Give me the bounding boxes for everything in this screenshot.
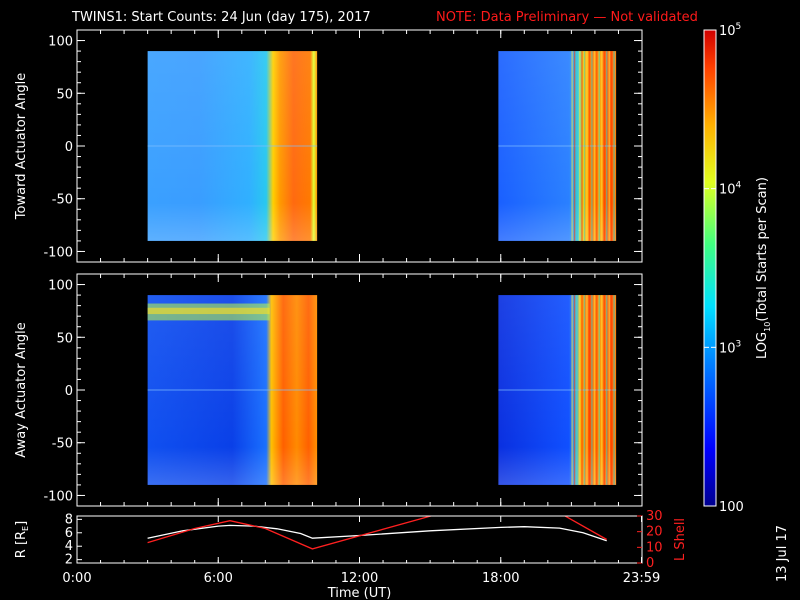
zero-angle-stripe: [147, 145, 318, 147]
streak: [583, 51, 586, 241]
streak: [596, 295, 598, 485]
streak: [593, 51, 596, 241]
colorbar-tick-label: 103: [719, 339, 741, 356]
streak: [598, 295, 601, 485]
l-shell-tick-label: 20: [646, 525, 663, 540]
r-tick-label: 8: [65, 512, 73, 527]
y-tick-label: -50: [52, 437, 73, 452]
colorbar-tick-label: 100: [719, 500, 744, 515]
l-shell-tick-label: 30: [646, 509, 663, 524]
y-tick-label: 50: [56, 331, 73, 346]
streak: [571, 51, 573, 241]
time-tick-label: 6:00: [204, 571, 233, 586]
preliminary-note: NOTE: Data Preliminary — Not validated: [436, 10, 698, 25]
streak: [610, 51, 613, 241]
colorbar-tick-label: 105: [719, 22, 741, 39]
streak: [578, 295, 581, 485]
colorbar: 100 103 104 105 LOG10(Total Starts per Scan): [703, 22, 772, 515]
data-block-shade-0: [147, 51, 318, 241]
streak: [588, 51, 591, 241]
r-axis-label: R [RE]: [14, 521, 30, 558]
time-tick-label: 23:59: [623, 571, 660, 586]
l-shell-tick-label: 0: [646, 556, 654, 571]
x-axis-label: Time (UT): [327, 586, 392, 600]
time-tick-label: 12:00: [341, 571, 378, 586]
streak: [601, 295, 603, 485]
streak: [603, 295, 606, 485]
streak: [610, 295, 613, 485]
ephem-background: [77, 516, 642, 563]
y-tick-label: 100: [48, 35, 73, 50]
time-tick-label: 18:00: [482, 571, 519, 586]
y-tick-label: 0: [65, 140, 73, 155]
zero-angle-stripe: [498, 145, 617, 147]
colorbar-tick-label: 104: [719, 181, 742, 198]
zero-angle-stripe: [147, 389, 318, 391]
r-tick-label: 6: [65, 526, 73, 541]
l-shell-tick-label: 10: [646, 540, 663, 555]
r-tick-label: 2: [65, 553, 73, 568]
l-shell-series-line: [147, 516, 434, 550]
y-tick-label: 100: [48, 279, 73, 294]
streak: [593, 295, 596, 485]
streak: [601, 51, 603, 241]
streak: [576, 51, 578, 241]
streak: [586, 51, 588, 241]
y-axis-label: Toward Actuator Angle: [14, 73, 29, 220]
date-stamp: 13 Jul 17: [775, 525, 790, 582]
streak: [608, 51, 610, 241]
r-series-line: [147, 524, 607, 542]
toward-panel: 100 50 0 -50 -100 Toward Actuator Angle: [14, 29, 643, 263]
streak: [571, 295, 573, 485]
streak: [591, 51, 593, 241]
streak: [596, 51, 598, 241]
y-tick-label: -50: [52, 193, 73, 208]
l-shell-series-line: [563, 516, 608, 541]
streak: [583, 295, 586, 485]
streak: [605, 295, 608, 485]
streak: [586, 295, 588, 485]
streak: [581, 51, 583, 241]
figure-title: TWINS1: Start Counts: 24 Jun (day 175), …: [71, 10, 371, 25]
time-tick-label: 0:00: [62, 571, 91, 586]
streak: [613, 295, 615, 485]
streak: [613, 51, 615, 241]
colorbar-frame: [703, 29, 717, 507]
y-tick-label: 50: [56, 87, 73, 102]
data-block-shade-0: [147, 295, 318, 485]
y-tick-label: -100: [43, 245, 73, 260]
r-tick-label: 4: [65, 539, 73, 554]
streak: [581, 295, 583, 485]
streak: [598, 51, 601, 241]
streak: [588, 295, 591, 485]
streak: [603, 51, 606, 241]
l-shell-axis-label: L Shell: [673, 518, 688, 561]
streak: [573, 295, 576, 485]
streak: [576, 295, 578, 485]
streak: [605, 51, 608, 241]
high-angle-band-core: [147, 307, 270, 315]
zero-angle-stripe: [498, 389, 617, 391]
colorbar-label: LOG10(Total Starts per Scan): [755, 177, 772, 359]
y-tick-label: 0: [65, 384, 73, 399]
streak: [573, 51, 576, 241]
streak: [578, 51, 581, 241]
streak: [591, 295, 593, 485]
y-tick-label: -100: [43, 489, 73, 504]
away-panel: 100 50 0 -50 -100 Away Actuator Angle: [14, 273, 643, 507]
colorbar-gradient: [704, 30, 716, 506]
streak: [608, 295, 610, 485]
y-axis-label: Away Actuator Angle: [14, 322, 29, 457]
